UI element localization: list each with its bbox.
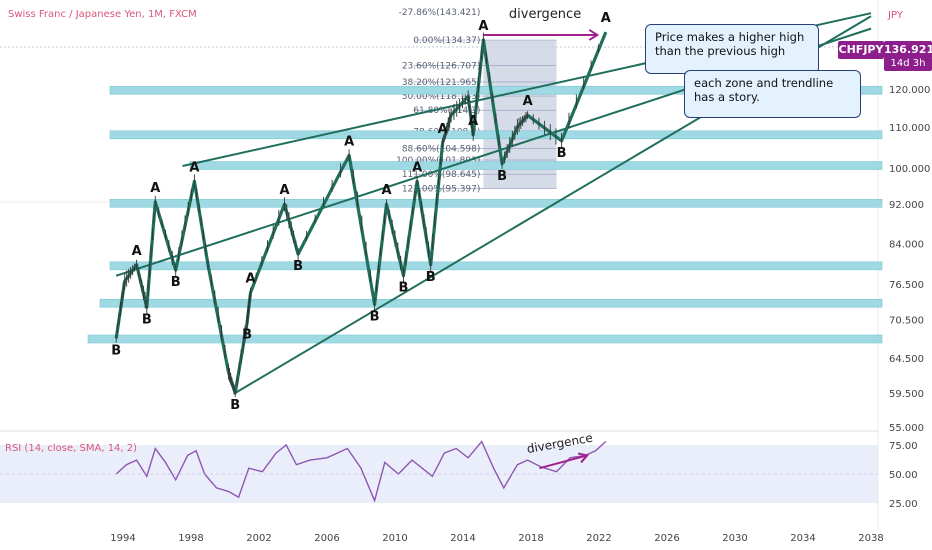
fib-level-label: 0.00%(134.37) <box>413 36 480 46</box>
swing-label: A <box>344 134 354 149</box>
zone-rect <box>87 334 883 344</box>
price-divergence-arrowhead <box>588 29 600 41</box>
rsi-title: RSI (14, close, SMA, 14, 2) <box>5 443 138 454</box>
swing-label: A <box>601 11 611 26</box>
time-axis-tick: 1994 <box>110 533 135 544</box>
price-divergence-label: divergence <box>509 7 581 22</box>
time-axis-tick: 2030 <box>722 533 747 544</box>
rsi-axis-tick: 25.00 <box>889 499 918 510</box>
time-axis-tick: 1998 <box>178 533 203 544</box>
axes: 55.000 59.500 64.500 70.500 76.500 84.000 92.0… <box>110 10 930 544</box>
swing-label: B <box>242 328 252 343</box>
zone-rect <box>109 261 883 271</box>
time-tag: 14d 3h <box>884 57 932 71</box>
swing-label: B <box>497 169 507 184</box>
swing-label: B <box>230 398 240 413</box>
time-axis-tick: 2014 <box>450 533 475 544</box>
rsi-axis-tick: 75.00 <box>889 441 918 452</box>
price-axis-tick: 92.000 <box>889 200 924 211</box>
swing-label: A <box>438 122 448 137</box>
fib-level-label: 38.20%(121.965) <box>402 78 481 88</box>
fib-level-label: -27.86%(143.421) <box>399 8 481 18</box>
fib-level-label: 123.00%(95.397) <box>402 185 481 195</box>
price-axis-tick: 120.000 <box>889 85 930 96</box>
symbol-tag: CHFJPY <box>838 41 884 59</box>
swing-labels: B A B A B A B B A A B A B A B A B A A A B A B A <box>111 11 611 413</box>
zone-rect <box>189 161 883 170</box>
price-axis-tick: 59.500 <box>889 389 924 400</box>
note-higher-high[interactable]: Price makes a higher high than the previ… <box>645 24 819 74</box>
price-tag: 136.921 <box>884 41 932 59</box>
swing-label: A <box>279 183 289 198</box>
time-axis-tick: 2018 <box>518 533 543 544</box>
swing-label: A <box>478 19 488 34</box>
fib-level-label: 100.00%(101.893) <box>396 156 480 166</box>
time-axis-tick: 2038 <box>858 533 883 544</box>
rsi-axis-tick: 50.00 <box>889 470 918 481</box>
note-zone-story[interactable]: each zone and trendline has a story. <box>684 70 861 118</box>
rsi-path <box>115 440 607 503</box>
fib-level-label: 50.00%(118.133) <box>402 92 481 102</box>
note-higher-high-text: Price makes a higher high than the previ… <box>655 30 805 58</box>
price-axis-tick: 110.000 <box>889 123 930 134</box>
time-axis-tick: 2010 <box>382 533 407 544</box>
swing-label: A <box>381 183 391 198</box>
swing-label: B <box>171 275 181 290</box>
time-axis-tick: 2002 <box>246 533 271 544</box>
swing-label: A <box>523 94 533 109</box>
support-resistance-zones[interactable] <box>87 85 883 344</box>
note-zone-story-text: each zone and trendline has a story. <box>694 76 834 104</box>
price-axis-tick: 64.500 <box>889 354 924 365</box>
swing-label: A <box>189 160 199 175</box>
price-axis-tick: 55.000 <box>889 423 924 434</box>
price-axis-tick: 100.000 <box>889 164 930 175</box>
swing-label: A <box>468 114 478 129</box>
price-axis-tick: 84.000 <box>889 240 924 251</box>
price-axis-tick: 76.500 <box>889 280 924 291</box>
rsi-line <box>0 440 878 503</box>
swing-label: B <box>111 343 121 358</box>
swing-label: A <box>150 181 160 196</box>
time-axis-tick: 2026 <box>654 533 679 544</box>
time-axis-tick: 2022 <box>586 533 611 544</box>
time-axis-tick: 2034 <box>790 533 815 544</box>
price-swing-line <box>114 31 608 397</box>
chart-title: Swiss Franc / Japanese Yen, 1M, FXCM <box>8 9 197 20</box>
currency-label: JPY <box>887 10 904 21</box>
swing-label: A <box>245 272 255 287</box>
swing-label: B <box>557 146 567 161</box>
zone-rect <box>109 85 883 95</box>
fib-level-label: 61.80%(114.3) <box>413 106 480 116</box>
rsi-divergence-arrowhead <box>577 452 589 464</box>
price-axis-tick: 70.500 <box>889 316 924 327</box>
swing-label: A <box>412 160 422 175</box>
swing-label: B <box>293 259 303 274</box>
swing-label: B <box>370 309 380 324</box>
swing-label: B <box>142 312 152 327</box>
swing-label: B <box>399 281 409 296</box>
swing-label: B <box>426 270 436 285</box>
zone-rect <box>109 198 883 208</box>
fib-level-label: 23.60%(126.707) <box>402 62 481 72</box>
fib-level-label: 111.00%(98.645) <box>402 170 481 180</box>
time-axis-tick: 2006 <box>314 533 339 544</box>
swing-label: A <box>132 244 142 259</box>
zone-rect <box>99 298 883 308</box>
rsi-divergence-arrow <box>539 454 588 470</box>
